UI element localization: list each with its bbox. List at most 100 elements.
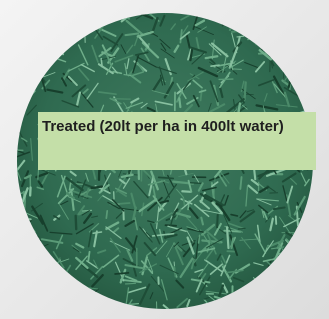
grass-blade (43, 24, 53, 36)
grass-blade (288, 259, 289, 270)
grass-blade (223, 10, 233, 25)
grass-blade (50, 46, 56, 50)
grass-blade (292, 256, 302, 266)
grass-blade (20, 307, 23, 315)
grass-blade (269, 275, 278, 282)
grass-blade (234, 311, 239, 319)
grass-blade (297, 71, 306, 81)
grass-blade (280, 21, 292, 31)
grass-blade (227, 295, 237, 309)
grass-blade (25, 69, 28, 78)
grass-blade (115, 273, 128, 274)
grass-blade (275, 258, 279, 272)
grass-blade (119, 14, 129, 19)
grass-blade (303, 271, 305, 285)
grass-blade (7, 29, 20, 40)
grass-blade (305, 219, 314, 237)
grass-blade (242, 18, 246, 22)
grass-blade (8, 66, 17, 77)
grass-blade (0, 79, 21, 84)
grass-blade (96, 11, 101, 23)
grass-blade (247, 8, 250, 14)
grass-blade (26, 51, 33, 55)
grass-blade (285, 64, 290, 70)
grass-blade (281, 66, 288, 69)
grass-blade (225, 301, 230, 308)
grass-blade (106, 211, 107, 218)
grass-blade (40, 281, 43, 301)
grass-blade (8, 232, 22, 242)
grass-blade (315, 313, 320, 319)
grass-blade (280, 14, 297, 21)
grass-blade (8, 98, 16, 101)
grass-blade (262, 37, 274, 40)
grass-blade (44, 22, 59, 30)
grass-blade (35, 248, 44, 249)
grass-blade (49, 48, 63, 55)
grass-blade (17, 288, 22, 305)
grass-blade (53, 32, 70, 34)
grass-blade (8, 80, 26, 81)
grass-blade (54, 301, 55, 319)
grass-blade (260, 288, 278, 291)
grass-blade (269, 283, 279, 289)
grass-blade (49, 10, 61, 17)
grass-blade (50, 277, 62, 285)
grass-blade (56, 307, 58, 319)
grass-blade (274, 43, 275, 54)
grass-blade (165, 5, 167, 13)
grass-blade (159, 313, 170, 319)
grass-blade (23, 266, 31, 272)
grass-blade (76, 216, 77, 229)
grass-blade (115, 307, 129, 312)
grass-blade (263, 13, 276, 16)
grass-blade (300, 301, 307, 304)
grass-blade (93, 304, 101, 319)
grass-blade (166, 4, 167, 11)
grass-blade (24, 38, 33, 52)
grass-blade (19, 249, 27, 255)
grass-blade (98, 308, 114, 312)
grass-blade (255, 287, 257, 296)
grass-blade (274, 37, 279, 41)
grass-blade (299, 248, 315, 260)
grass-blade (18, 48, 24, 54)
grass-blade (248, 18, 261, 21)
grass-blade (102, 313, 109, 315)
grass-blade (273, 308, 290, 313)
grass-blade (58, 31, 63, 46)
grass-blade (315, 170, 329, 171)
grass-blade (292, 7, 301, 18)
grass-blade (18, 275, 22, 280)
grass-blade (3, 219, 17, 236)
grass-blade (246, 301, 254, 305)
grass-blade (24, 35, 29, 39)
grass-blade (247, 26, 261, 31)
label-box: Treated (20lt per ha in 400lt water) (38, 112, 316, 170)
grass-blade (29, 257, 44, 263)
grass-blade (288, 244, 292, 251)
grass-blade (24, 89, 26, 100)
grass-blade (248, 34, 263, 40)
grass-blade (232, 30, 241, 31)
grass-blade (179, 98, 180, 107)
grass-blade (13, 99, 26, 104)
grass-blade (49, 48, 55, 49)
grass-blade (43, 45, 58, 48)
grass-blade (269, 270, 279, 275)
grass-blade (230, 16, 237, 30)
grass-blade (270, 35, 285, 36)
grass-blade (21, 239, 35, 240)
grass-blade (238, 228, 245, 229)
grass-blade (295, 10, 304, 18)
grass-blade (240, 177, 241, 189)
grass-blade (285, 240, 297, 252)
grass-blade (107, 303, 120, 311)
grass-blade (15, 229, 32, 240)
grass-blade (64, 34, 66, 50)
grass-blade (88, 252, 89, 261)
grass-blade (292, 290, 295, 302)
slide: Treated (20lt per ha in 400lt water) (0, 0, 329, 319)
grass-blade (283, 24, 290, 37)
grass-blade (296, 84, 303, 87)
